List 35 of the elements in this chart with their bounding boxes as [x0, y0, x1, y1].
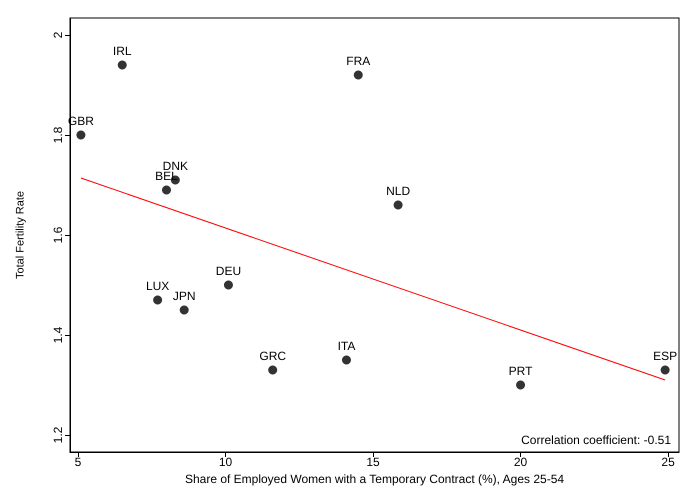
annotation: Correlation coefficient: -0.51: [521, 433, 672, 447]
point: [660, 366, 670, 374]
point: [268, 366, 278, 374]
x-axis-title: Share of Employed Women with a Temporary Contract (%), Ages 25-54: [184, 472, 564, 486]
y-tick-label: 1.2: [51, 426, 65, 444]
point: [516, 380, 526, 390]
point: [118, 60, 127, 70]
point: [354, 70, 363, 80]
annotation: ITA: [338, 339, 356, 353]
annotation: GRC: [259, 349, 286, 363]
y-axis-title: Total Fertility Rate: [14, 190, 26, 280]
point: [224, 280, 233, 290]
point: [342, 356, 351, 364]
y-tick-label: 1.8: [51, 126, 65, 144]
annotation: FRA: [346, 54, 370, 68]
y-tick-label: 2: [51, 31, 65, 38]
point: [162, 186, 171, 194]
annotation: JPN: [172, 289, 196, 303]
annotation: ESP: [653, 349, 678, 363]
x-tick-label: 10: [218, 455, 232, 469]
annotation: NLD: [386, 184, 410, 198]
point: [76, 130, 86, 140]
x-tick-label: 25: [661, 455, 676, 469]
x-tick-label: 15: [366, 455, 380, 469]
point: [153, 296, 162, 304]
annotation: LUX: [146, 279, 170, 293]
x-tick-label: 20: [514, 455, 528, 469]
annotation: PRT: [508, 364, 534, 378]
point: [394, 200, 403, 210]
y-tick-label: 1.4: [51, 326, 65, 344]
y-tick-label: 1.6: [51, 226, 65, 244]
annotation: DEU: [216, 264, 242, 278]
annotation: IRL: [112, 44, 132, 58]
point: [180, 306, 189, 314]
x-tick-label: 5: [74, 455, 82, 469]
